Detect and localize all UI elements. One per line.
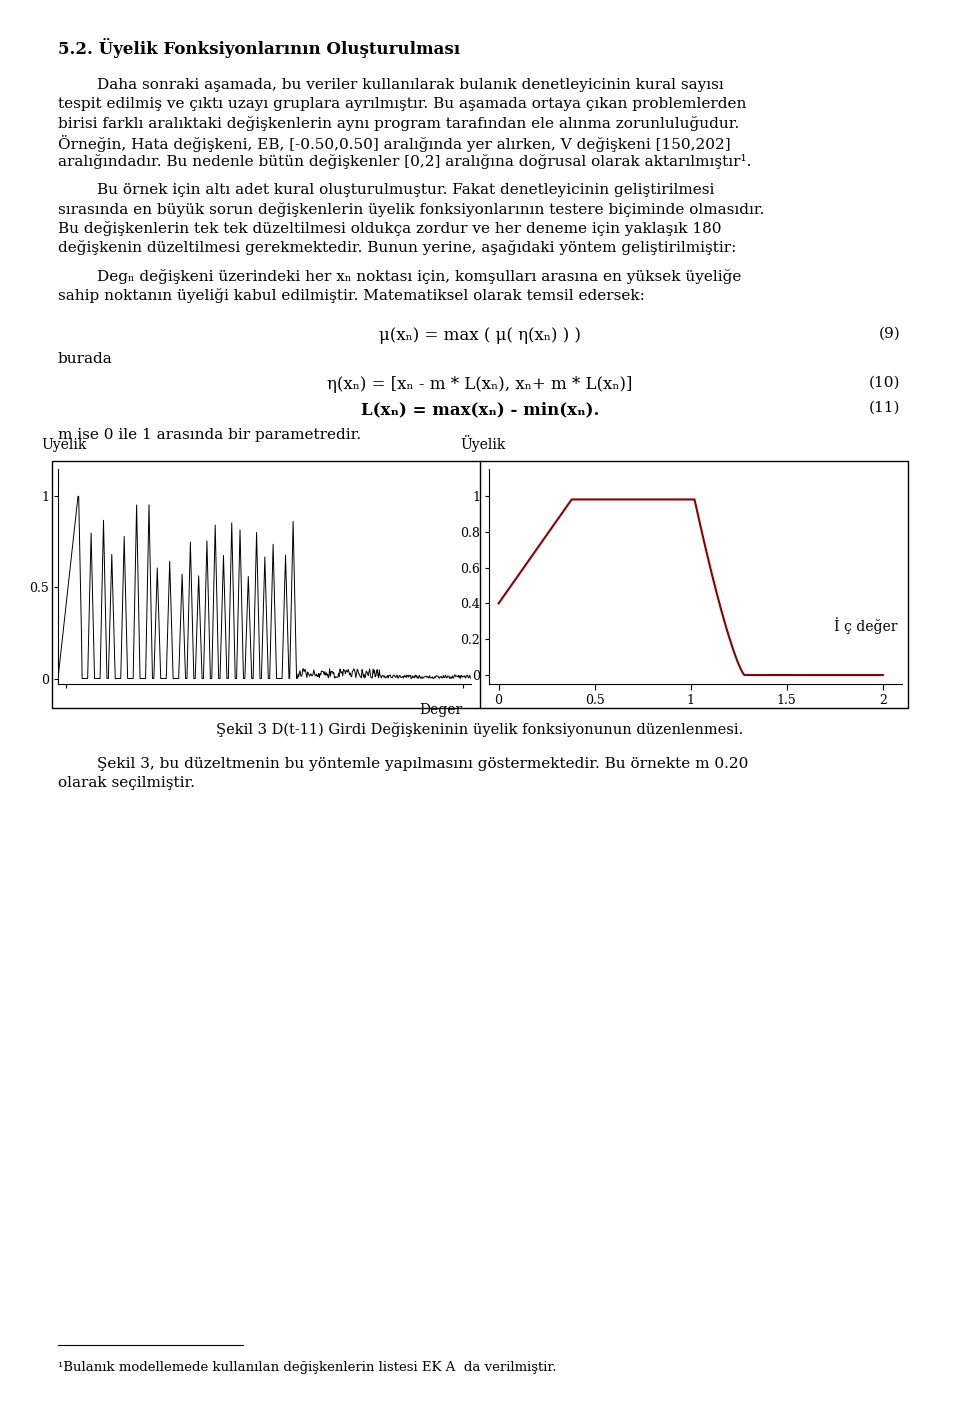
Text: μ(xₙ) = max ( μ( η(xₙ) ) ): μ(xₙ) = max ( μ( η(xₙ) ) ) <box>379 327 581 344</box>
Text: Degₙ değişkeni üzerindeki her xₙ noktası için, komşulları arasına en yüksek üyel: Degₙ değişkeni üzerindeki her xₙ noktası… <box>58 269 741 284</box>
Text: 5.2. Üyelik Fonksiyonlarının Oluşturulması: 5.2. Üyelik Fonksiyonlarının Oluşturulma… <box>58 38 460 58</box>
Text: Örneğin, Hata değişkeni, EB, [-0.50,0.50] aralığında yer alırken, V değişkeni [1: Örneğin, Hata değişkeni, EB, [-0.50,0.50… <box>58 134 731 151</box>
Text: değişkenin düzeltilmesi gerekmektedir. Bunun yerine, aşağıdaki yöntem geliştiril: değişkenin düzeltilmesi gerekmektedir. B… <box>58 240 736 255</box>
Text: η(xₙ) = [xₙ - m * L(xₙ), xₙ+ m * L(xₙ)]: η(xₙ) = [xₙ - m * L(xₙ), xₙ+ m * L(xₙ)] <box>327 376 633 393</box>
Text: aralığındadır. Bu nedenle bütün değişkenler [0,2] aralığına doğrusal olarak akta: aralığındadır. Bu nedenle bütün değişken… <box>58 154 752 170</box>
Text: (11): (11) <box>869 402 900 414</box>
Text: birisi farklı aralıktaki değişkenlerin aynı program tarafından ele alınma zorunl: birisi farklı aralıktaki değişkenlerin a… <box>58 116 739 132</box>
Text: tespit edilmiş ve çıktı uzayı gruplara ayrılmıştır. Bu aşamada ortaya çıkan prob: tespit edilmiş ve çıktı uzayı gruplara a… <box>58 98 746 112</box>
Text: sırasında en büyük sorun değişkenlerin üyelik fonksiyonlarının testere biçiminde: sırasında en büyük sorun değişkenlerin ü… <box>58 202 764 216</box>
Bar <box>52 461 908 708</box>
Text: Şekil 3, bu düzeltmenin bu yöntemle yapılmasını göstermektedir. Bu örnekte m 0.2: Şekil 3, bu düzeltmenin bu yöntemle yapı… <box>58 756 749 771</box>
Y-axis label: Uyelik: Uyelik <box>41 438 86 452</box>
Text: ¹Bulanık modellemede kullanılan değişkenlerin listesi EK A  da verilmiştir.: ¹Bulanık modellemede kullanılan değişken… <box>58 1362 557 1374</box>
Text: Bu örnek için altı adet kural oluşturulmuştur. Fakat denetleyicinin geliştirilme: Bu örnek için altı adet kural oluşturulm… <box>58 182 714 197</box>
Y-axis label: Üyelik: Üyelik <box>460 434 506 452</box>
Text: (9): (9) <box>878 327 900 341</box>
Text: m ise 0 ile 1 arasında bir parametredir.: m ise 0 ile 1 arasında bir parametredir. <box>58 428 361 443</box>
Text: Daha sonraki aşamada, bu veriler kullanılarak bulanık denetleyicinin kural sayıs: Daha sonraki aşamada, bu veriler kullanı… <box>58 78 724 92</box>
Text: Bu değişkenlerin tek tek düzeltilmesi oldukça zordur ve her deneme için yaklaşık: Bu değişkenlerin tek tek düzeltilmesi ol… <box>58 221 722 236</box>
Text: L(xₙ) = max(xₙ) - min(xₙ).: L(xₙ) = max(xₙ) - min(xₙ). <box>361 402 599 419</box>
Text: Deger: Deger <box>420 703 463 717</box>
Text: Şekil 3 D(t-11) Girdi Değişkeninin üyelik fonksiyonunun düzenlenmesi.: Şekil 3 D(t-11) Girdi Değişkeninin üyeli… <box>216 723 744 737</box>
Text: olarak seçilmiştir.: olarak seçilmiştir. <box>58 776 195 790</box>
Text: burada: burada <box>58 352 112 366</box>
Text: (10): (10) <box>869 376 900 390</box>
Text: İ ç değer: İ ç değer <box>834 618 898 635</box>
Text: sahip noktanın üyeliği kabul edilmiştir. Matematiksel olarak temsil edersek:: sahip noktanın üyeliği kabul edilmiştir.… <box>58 288 645 303</box>
